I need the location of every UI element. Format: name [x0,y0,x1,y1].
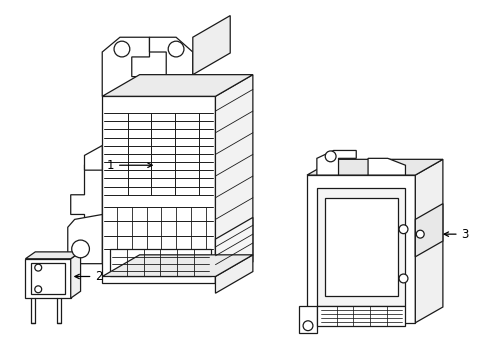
Polygon shape [71,156,102,239]
Polygon shape [25,259,71,298]
Polygon shape [192,15,230,75]
Polygon shape [414,159,442,323]
Polygon shape [414,204,442,257]
Polygon shape [367,158,405,175]
Polygon shape [102,96,215,283]
Polygon shape [102,75,252,96]
Circle shape [303,321,312,330]
Polygon shape [84,145,102,170]
Polygon shape [316,188,405,306]
Circle shape [35,286,41,293]
Polygon shape [299,306,316,333]
Polygon shape [71,252,81,298]
Text: 1: 1 [106,159,152,172]
Circle shape [415,230,423,238]
Circle shape [398,225,407,234]
Circle shape [72,240,89,258]
Polygon shape [102,37,149,96]
Polygon shape [149,37,192,96]
Circle shape [325,151,335,162]
Polygon shape [316,306,405,326]
Polygon shape [31,263,65,294]
Polygon shape [25,252,81,259]
Polygon shape [215,255,252,293]
Circle shape [168,41,183,57]
Polygon shape [215,75,252,283]
Text: 2: 2 [75,270,102,283]
Polygon shape [110,249,210,276]
Polygon shape [316,150,356,175]
Text: 3: 3 [443,228,468,240]
Circle shape [398,274,407,283]
Circle shape [35,264,41,271]
Polygon shape [68,215,102,264]
Polygon shape [306,159,442,175]
Polygon shape [324,198,397,296]
Polygon shape [306,175,414,323]
Circle shape [114,41,129,57]
Polygon shape [102,255,252,276]
Polygon shape [215,217,252,276]
